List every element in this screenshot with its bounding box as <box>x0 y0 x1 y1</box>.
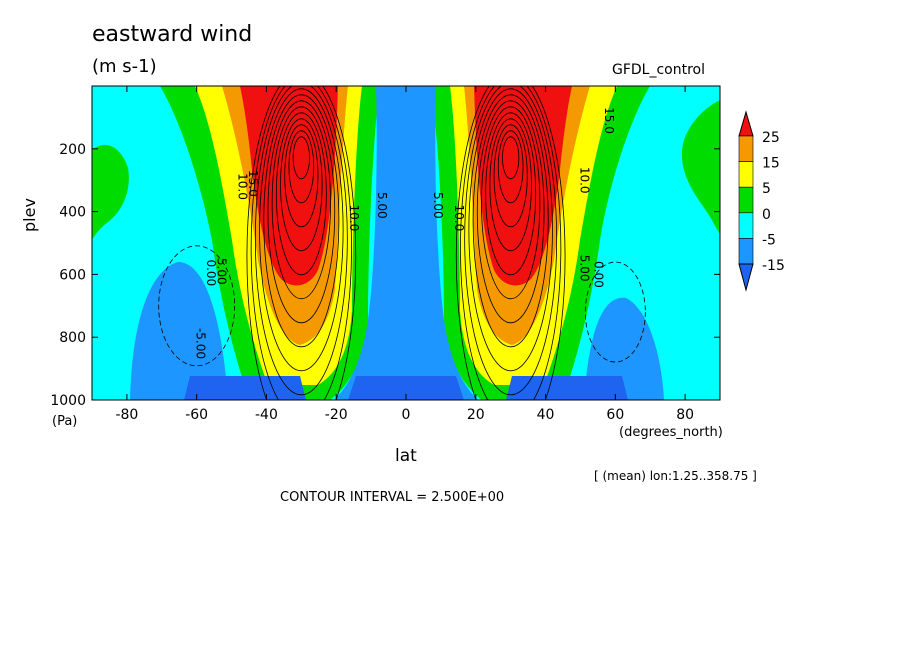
jet-contour-line <box>464 86 558 396</box>
jet-contour-line <box>254 86 348 396</box>
jet-contour-line <box>250 86 352 400</box>
jet-contour-line <box>246 86 357 400</box>
orography-equator <box>348 376 464 400</box>
jet-contour-line <box>275 112 327 276</box>
contour-interval-label: CONTOUR INTERVAL = 2.500E+00 <box>280 490 505 505</box>
jet-contour-line <box>493 124 528 228</box>
x-tick-label: -60 <box>185 407 208 423</box>
colorbar-label: 5 <box>762 181 771 197</box>
plot-fill <box>92 86 720 400</box>
jet-contour-line <box>485 112 537 276</box>
contour-label: 5.00 <box>577 255 591 282</box>
colorbar-label: -15 <box>762 258 785 274</box>
y-tick-label: 1000 <box>50 393 86 409</box>
south-jet-band-red <box>240 86 338 286</box>
colorbar: 25 15 5 0 -5 -15 <box>738 110 785 292</box>
contour-label: -5.00 <box>194 328 208 359</box>
jet-contour-line <box>280 118 323 252</box>
jet-contour-line <box>267 100 336 324</box>
jet-contour-line <box>271 106 331 300</box>
easterly-contour-line <box>584 261 646 363</box>
south-surface-easterly <box>130 262 228 400</box>
colorbar-swatch <box>738 135 754 162</box>
x-tick-label: -80 <box>115 407 138 423</box>
jet-contour-line <box>263 94 340 348</box>
contour-label: 10.0 <box>577 167 591 194</box>
x-tick-label: 40 <box>537 407 555 423</box>
x-tick-label: -40 <box>255 407 278 423</box>
jet-contour-line <box>497 130 524 204</box>
jet-contour-line <box>259 88 344 372</box>
jet-contour-line <box>502 136 520 180</box>
y-tick-label: 800 <box>59 330 86 346</box>
jet-contour-line <box>476 100 545 324</box>
colorbar-label: -5 <box>762 232 776 248</box>
y-axis-ticks: 200 400 600 800 1000 <box>50 142 720 409</box>
contour-label: 10.0 <box>452 205 466 232</box>
contour-label: 5.00 <box>375 192 389 219</box>
colorbar-swatch <box>738 186 754 214</box>
averaging-note: [ (mean) lon:1.25..358.75 ] <box>594 469 757 483</box>
x-tick-label: 0 <box>402 407 411 423</box>
contour-label: 5.00 <box>431 192 445 219</box>
colorbar-swatch <box>738 238 754 265</box>
colorbar-label: 15 <box>762 156 780 172</box>
contour-label: 0.00 <box>591 261 605 288</box>
colorbar-top-arrow <box>738 110 754 137</box>
contour-label: 15.0 <box>246 170 260 197</box>
colorbar-swatch <box>738 161 754 188</box>
jet-contour-line <box>468 88 553 372</box>
north-polar-westerly <box>681 100 720 234</box>
dataset-label: GFDL_control <box>612 62 706 78</box>
chart-units: (m s-1) <box>92 56 157 77</box>
jet-contour-line <box>292 136 310 180</box>
jet-contour-line <box>481 106 541 300</box>
x-axis-label: lat <box>395 446 417 466</box>
north-surface-easterly <box>584 297 664 400</box>
contour-label: 0.00 <box>204 259 218 286</box>
y-tick-label: 200 <box>59 142 86 158</box>
jet-contour-line <box>288 130 315 204</box>
x-axis-units: (degrees_north) <box>619 425 723 440</box>
equatorial-easterly-band <box>334 86 478 400</box>
contour-label: 5.00 <box>215 258 229 285</box>
colorbar-label: 25 <box>762 130 780 146</box>
x-tick-label: 80 <box>676 407 694 423</box>
easterly-contour-line <box>158 245 236 367</box>
jet-contour-line <box>455 86 566 400</box>
south-polar-westerly <box>92 144 129 240</box>
colorbar-swatch <box>738 212 754 239</box>
jet-contour-line <box>460 86 562 400</box>
jet-contour-line <box>489 118 532 252</box>
y-tick-label: 400 <box>59 205 86 221</box>
chart-title: eastward wind <box>92 22 253 47</box>
jet-contour-line <box>472 94 549 348</box>
x-tick-label: 60 <box>606 407 624 423</box>
x-tick-label: -20 <box>325 407 348 423</box>
y-axis-units: (Pa) <box>52 414 78 429</box>
north-jet-band-red <box>474 86 572 286</box>
y-tick-label: 600 <box>59 267 86 283</box>
colorbar-label: 0 <box>762 207 771 223</box>
contour-label: 10.0 <box>347 205 361 232</box>
x-tick-label: 20 <box>467 407 485 423</box>
x-axis-ticks: -80 -60 -40 -20 0 20 40 60 80 <box>115 86 694 423</box>
contour-label: 10.0 <box>236 173 250 200</box>
jet-contour-line <box>284 124 319 228</box>
colorbar-bottom-arrow <box>738 263 754 292</box>
contour-label: 15.0 <box>602 107 616 134</box>
